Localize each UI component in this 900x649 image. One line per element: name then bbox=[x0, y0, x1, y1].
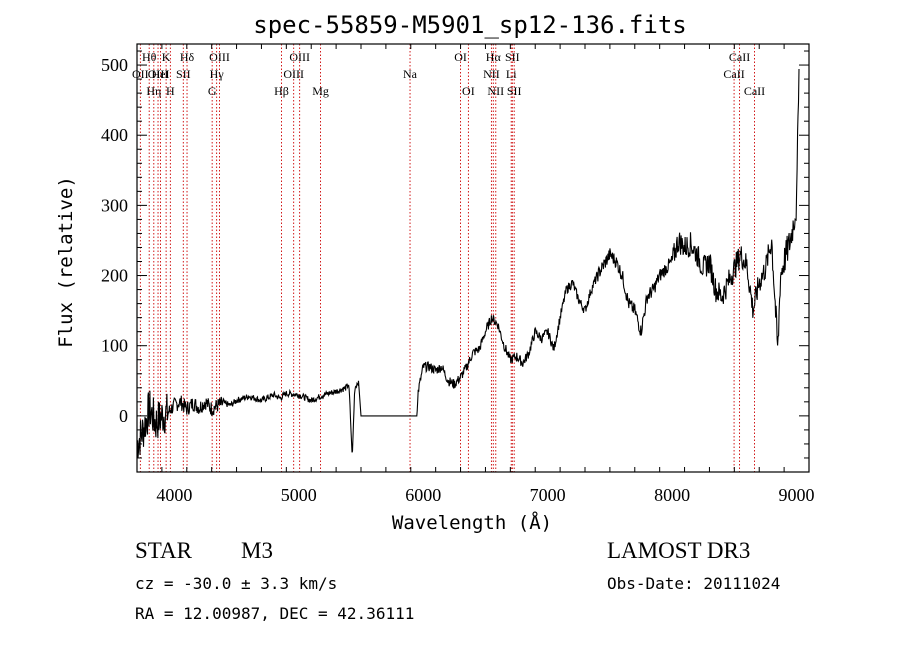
spectral-line-label: Hθ bbox=[142, 50, 157, 64]
y-tick-label: 300 bbox=[101, 195, 128, 215]
y-tick-label: 200 bbox=[101, 266, 128, 286]
spectral-line-label: G bbox=[208, 84, 217, 98]
spectral-line-label: OIII bbox=[209, 50, 230, 64]
x-tick-label: 5000 bbox=[281, 485, 317, 505]
spectral-line-label: OI bbox=[454, 50, 467, 64]
x-axis-label: Wavelength (Å) bbox=[392, 511, 552, 534]
spectral-line-label: Mg bbox=[312, 84, 329, 98]
spectral-line-label: K bbox=[162, 50, 171, 64]
obs-date: Obs-Date: 20111024 bbox=[607, 574, 781, 593]
coordinates: RA = 12.00987, DEC = 42.36111 bbox=[135, 604, 415, 623]
spectral-line-label: OIII bbox=[283, 67, 304, 81]
axis-ticks: 4000 5000 6000 7000 8000 9000 0 100 200 300 400 500 bbox=[101, 44, 815, 505]
x-tick-label: 9000 bbox=[779, 485, 815, 505]
spectral-line-label: H bbox=[166, 84, 175, 98]
spectral-line-label: SII bbox=[505, 50, 520, 64]
x-tick-label: 8000 bbox=[654, 485, 690, 505]
spectral-line-label: CaII bbox=[744, 84, 765, 98]
x-tick-label: 7000 bbox=[530, 485, 566, 505]
spectral-line-label: Hα bbox=[486, 50, 502, 64]
y-axis-label: Flux (relative) bbox=[55, 176, 77, 348]
x-tick-label: 4000 bbox=[156, 485, 192, 505]
x-tick-label: 6000 bbox=[405, 485, 441, 505]
spectral-line-label: Na bbox=[403, 67, 418, 81]
y-tick-label: 500 bbox=[101, 55, 128, 75]
spectral-line-label: OII bbox=[132, 67, 149, 81]
spectral-line-label: OIII bbox=[148, 67, 169, 81]
spectral-line-label: CaII bbox=[729, 50, 750, 64]
spectral-line-label: NII bbox=[487, 84, 504, 98]
spectral-line-label: SII bbox=[507, 84, 522, 98]
spectral-line-label: Li bbox=[506, 67, 517, 81]
spectral-line-labels: OIIHθOIIIHηHeIKSIIHHδGHγOIIIHβOIIIOIIIMg… bbox=[132, 50, 765, 98]
spectral-line-label: Hδ bbox=[180, 50, 195, 64]
spectral-line-label: NII bbox=[483, 67, 500, 81]
redshift-info: cz = -30.0 ± 3.3 km/s bbox=[135, 574, 338, 593]
y-tick-label: 400 bbox=[101, 125, 128, 145]
spectral-line-label: OIII bbox=[289, 50, 310, 64]
flux-series-line bbox=[136, 68, 800, 458]
spectral-line-label: Hβ bbox=[274, 84, 289, 98]
spectral-line-label: Hγ bbox=[210, 67, 225, 81]
chart-title: spec-55859-M5901_sp12-136.fits bbox=[253, 11, 686, 39]
spectral-line-label: SII bbox=[176, 67, 191, 81]
spectral-line-label: HeI bbox=[152, 67, 170, 81]
spectral-line-label: OI bbox=[462, 84, 475, 98]
object-subclass: M3 bbox=[241, 538, 273, 563]
object-class: STAR bbox=[135, 538, 192, 563]
y-tick-label: 100 bbox=[101, 336, 128, 356]
survey-name: LAMOST DR3 bbox=[607, 538, 751, 563]
y-tick-label: 0 bbox=[119, 406, 128, 426]
spectral-line-label: CaII bbox=[723, 67, 744, 81]
plot-frame bbox=[136, 43, 810, 473]
spectral-line-markers bbox=[139, 44, 755, 472]
spectral-line-label: Hη bbox=[146, 84, 161, 98]
